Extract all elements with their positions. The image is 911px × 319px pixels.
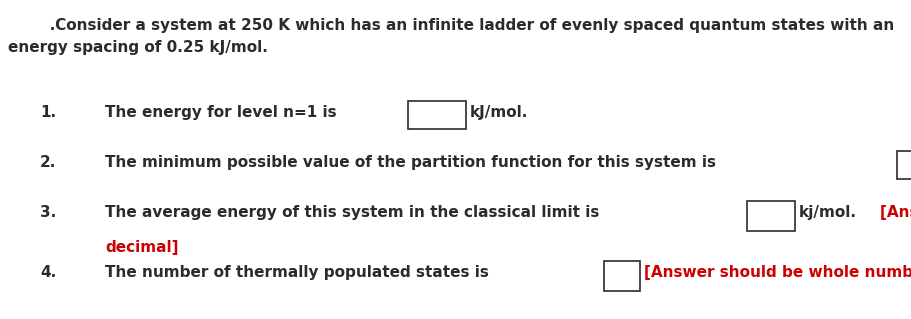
Text: 1.: 1. [40,105,56,120]
Text: The minimum possible value of the partition function for this system is: The minimum possible value of the partit… [105,155,715,170]
Text: ․Consider a system at 250 K which has an infinite ladder of evenly spaced quantu: ․Consider a system at 250 K which has an… [50,18,894,33]
Bar [604,261,640,291]
Text: decimal]: decimal] [105,240,179,255]
Text: 3.: 3. [40,205,56,220]
Text: 4.: 4. [40,265,56,280]
Text: [Answer should be whole number]: [Answer should be whole number] [643,265,911,280]
Text: energy spacing of 0.25 kJ/mol.: energy spacing of 0.25 kJ/mol. [8,40,268,55]
Bar [407,101,466,129]
Text: The average energy of this system in the classical limit is: The average energy of this system in the… [105,205,599,220]
Text: kJ/mol.: kJ/mol. [469,105,527,120]
Text: The number of thermally populated states is: The number of thermally populated states… [105,265,488,280]
Text: [Answer rounded to 1: [Answer rounded to 1 [879,205,911,220]
Text: kj/mol.: kj/mol. [798,205,856,220]
Bar [896,151,911,179]
Bar [746,201,794,231]
Text: 2.: 2. [40,155,56,170]
Text: The energy for level n=1 is: The energy for level n=1 is [105,105,336,120]
